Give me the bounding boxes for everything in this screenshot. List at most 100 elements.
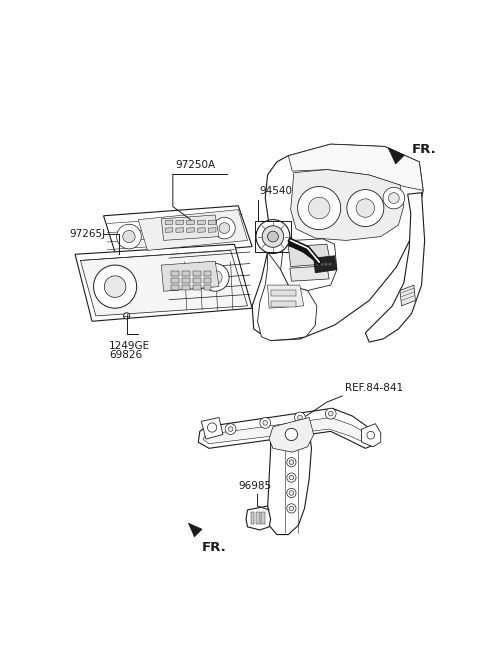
Polygon shape <box>262 512 265 523</box>
Polygon shape <box>201 417 223 439</box>
Circle shape <box>321 263 324 266</box>
Polygon shape <box>75 244 252 321</box>
Polygon shape <box>204 285 211 290</box>
Circle shape <box>325 408 336 419</box>
Polygon shape <box>176 228 184 232</box>
Circle shape <box>287 504 296 513</box>
Text: FR.: FR. <box>411 143 436 155</box>
Polygon shape <box>161 261 219 291</box>
Circle shape <box>287 473 296 482</box>
Circle shape <box>298 415 302 420</box>
Circle shape <box>94 265 137 308</box>
Polygon shape <box>252 144 423 340</box>
Text: 97250A: 97250A <box>175 159 216 170</box>
Polygon shape <box>104 206 252 257</box>
Circle shape <box>289 475 294 480</box>
Text: 96985: 96985 <box>238 481 271 491</box>
Circle shape <box>383 188 405 209</box>
Polygon shape <box>271 301 296 306</box>
Polygon shape <box>138 210 248 251</box>
Text: 97265J: 97265J <box>69 229 105 239</box>
Polygon shape <box>165 220 173 224</box>
Circle shape <box>219 222 230 234</box>
Polygon shape <box>281 239 337 291</box>
Text: 1249GE: 1249GE <box>109 340 150 350</box>
Polygon shape <box>251 512 254 523</box>
Polygon shape <box>314 256 337 273</box>
Circle shape <box>289 460 294 464</box>
Polygon shape <box>246 506 271 530</box>
Polygon shape <box>269 417 314 452</box>
Circle shape <box>287 442 296 451</box>
Polygon shape <box>290 266 329 281</box>
Circle shape <box>308 197 330 219</box>
Polygon shape <box>187 220 194 224</box>
Text: 94540: 94540 <box>260 186 293 195</box>
Circle shape <box>317 263 320 266</box>
Polygon shape <box>197 220 205 224</box>
Polygon shape <box>208 228 216 232</box>
Polygon shape <box>204 278 211 283</box>
Circle shape <box>289 506 294 510</box>
Circle shape <box>123 230 135 243</box>
Circle shape <box>260 417 271 428</box>
Polygon shape <box>189 523 202 537</box>
Circle shape <box>287 458 296 467</box>
Circle shape <box>201 264 229 291</box>
Polygon shape <box>388 148 404 164</box>
Polygon shape <box>193 271 201 276</box>
Polygon shape <box>365 193 425 342</box>
Circle shape <box>263 420 267 425</box>
Text: REF.84-841: REF.84-841 <box>345 383 403 393</box>
Circle shape <box>228 427 233 432</box>
Circle shape <box>262 226 284 247</box>
Polygon shape <box>171 278 179 283</box>
Polygon shape <box>271 291 296 296</box>
Polygon shape <box>288 244 331 266</box>
Circle shape <box>324 263 328 266</box>
Circle shape <box>287 488 296 498</box>
Circle shape <box>225 424 236 434</box>
Polygon shape <box>193 285 201 290</box>
Circle shape <box>214 217 235 239</box>
Circle shape <box>328 263 332 266</box>
Polygon shape <box>400 285 415 306</box>
Polygon shape <box>288 144 423 190</box>
Polygon shape <box>204 271 211 276</box>
Circle shape <box>267 231 278 242</box>
Polygon shape <box>182 271 190 276</box>
Polygon shape <box>176 220 184 224</box>
Polygon shape <box>187 228 194 232</box>
Circle shape <box>207 423 217 432</box>
Polygon shape <box>193 278 201 283</box>
Circle shape <box>208 270 222 284</box>
Circle shape <box>117 224 141 249</box>
Circle shape <box>367 432 374 439</box>
Polygon shape <box>267 285 304 308</box>
Text: 69826: 69826 <box>109 350 142 359</box>
Text: FR.: FR. <box>202 541 227 554</box>
Polygon shape <box>198 408 375 448</box>
Polygon shape <box>203 417 371 443</box>
Polygon shape <box>81 251 248 316</box>
Polygon shape <box>291 170 404 240</box>
Polygon shape <box>208 220 216 224</box>
Polygon shape <box>165 228 173 232</box>
Circle shape <box>347 190 384 226</box>
Circle shape <box>295 412 305 423</box>
Circle shape <box>356 199 374 217</box>
Polygon shape <box>267 421 312 535</box>
Polygon shape <box>182 285 190 290</box>
Circle shape <box>289 491 294 495</box>
Polygon shape <box>171 271 179 276</box>
Circle shape <box>328 411 333 416</box>
Circle shape <box>289 445 294 449</box>
Circle shape <box>104 276 126 297</box>
Circle shape <box>256 220 290 253</box>
Circle shape <box>388 193 399 203</box>
Circle shape <box>298 186 341 230</box>
Polygon shape <box>197 228 205 232</box>
Polygon shape <box>161 215 219 240</box>
Polygon shape <box>182 278 190 283</box>
Polygon shape <box>171 285 179 290</box>
